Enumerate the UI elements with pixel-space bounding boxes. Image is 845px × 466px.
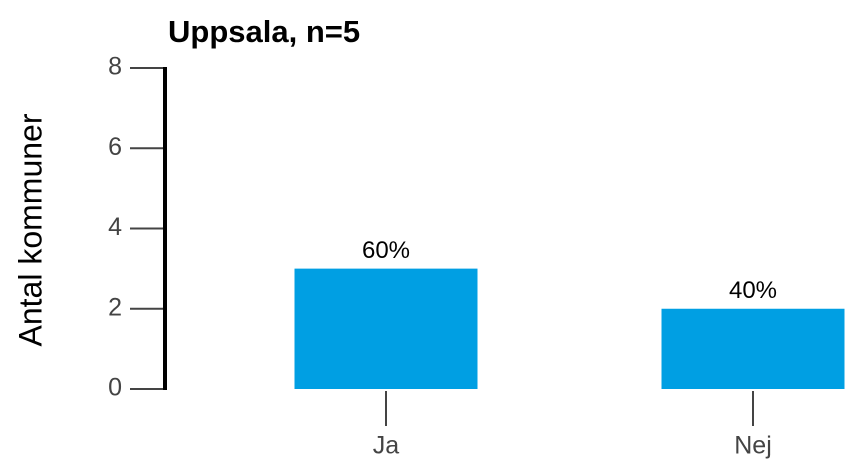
y-tick-label: 8 [108,53,122,81]
y-tick-label: 6 [108,133,122,161]
y-tick-label: 0 [108,374,122,402]
y-axis-label: Antal kommuner [12,113,48,346]
x-tick-label: Nej [734,432,772,460]
y-tick-label: 2 [108,293,122,321]
bar [661,308,845,389]
x-tick-label: Ja [373,432,400,460]
bar [294,268,478,389]
value-label: 60% [362,237,410,264]
chart-title: Uppsala, n=5 [168,14,360,49]
y-tick-label: 4 [108,213,122,241]
value-label: 40% [729,277,777,304]
